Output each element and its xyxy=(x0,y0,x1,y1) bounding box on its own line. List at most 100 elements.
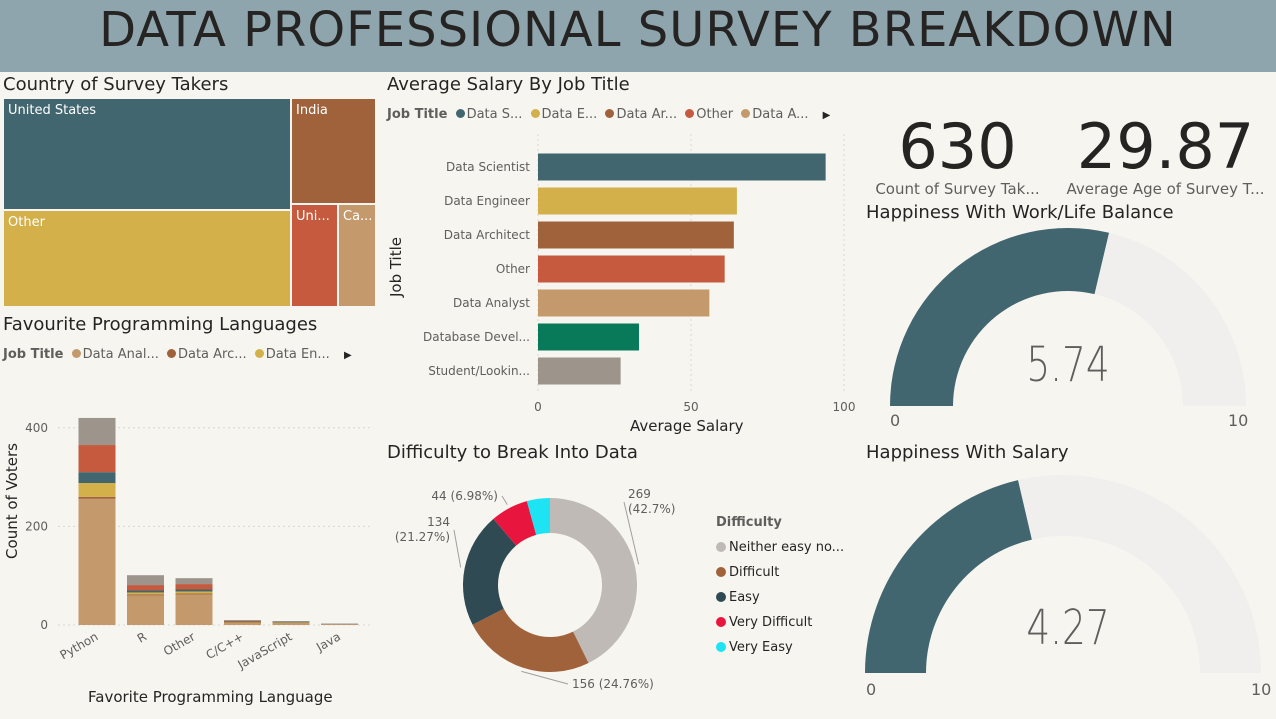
y-tick-label: 400 xyxy=(25,421,48,435)
bar-segment xyxy=(127,590,164,593)
y-tick-label: Student/Lookin... xyxy=(428,364,530,378)
salary-bar xyxy=(538,323,639,351)
legend-item[interactable]: Data Ar... xyxy=(616,107,678,122)
legend-item[interactable]: Data Anal... xyxy=(82,347,159,362)
legend-item[interactable]: Data A... xyxy=(752,107,809,122)
legend-dot xyxy=(530,109,540,118)
leader-line xyxy=(521,670,569,685)
x-tick-label: Java xyxy=(313,629,343,654)
bar-segment xyxy=(321,623,358,625)
legend-next-arrow-icon[interactable]: ▶ xyxy=(343,350,352,361)
x-tick-label: JavaScript xyxy=(235,629,295,672)
legend-item[interactable]: Easy xyxy=(716,590,844,615)
legend-item[interactable]: Neither easy no... xyxy=(716,540,844,565)
legend-dot xyxy=(166,349,176,358)
kpi-count-label: Count of Survey Tak... xyxy=(875,180,1040,198)
legend-label: Neither easy no... xyxy=(729,540,845,555)
y-tick-label: Other xyxy=(496,262,530,276)
bar-segment xyxy=(127,575,164,586)
treemap-cell-india[interactable]: India xyxy=(291,98,376,204)
legend-label: Difficult xyxy=(729,565,780,580)
kpi-age-value: 29.87 xyxy=(1076,110,1255,183)
bar-segment xyxy=(272,622,310,625)
treemap-label: Ca... xyxy=(343,209,373,224)
bar-segment xyxy=(175,578,213,585)
legend-dot xyxy=(254,349,264,358)
legend-label: Easy xyxy=(729,590,760,605)
legend-item[interactable]: Difficult xyxy=(716,565,844,590)
languages-xlabel: Favorite Programming Language xyxy=(88,688,333,706)
legend-dot xyxy=(716,641,726,652)
languages-ylabel-wrap: Count of Voters xyxy=(0,440,21,570)
salary-bar xyxy=(538,187,737,215)
y-tick-label: Data Architect xyxy=(444,228,531,242)
leader-line xyxy=(453,529,462,568)
bar-segment xyxy=(272,622,310,623)
leader-line xyxy=(623,501,640,565)
difficulty-legend: Difficulty Neither easy no... Difficult … xyxy=(716,515,844,665)
legend-next-arrow-icon[interactable]: ▶ xyxy=(822,110,831,121)
legend-label: Very Difficult xyxy=(729,615,813,630)
y-tick-label: Data Scientist xyxy=(446,160,530,174)
donut-data-label: 269 (42.7%) xyxy=(628,487,675,516)
treemap-label: Other xyxy=(8,215,45,230)
bar-segment xyxy=(224,621,261,623)
legend-item[interactable]: Other xyxy=(696,107,734,122)
dashboard-title: DATA PROFESSIONAL SURVEY BREAKDOWN xyxy=(99,2,1177,58)
salary-bar xyxy=(538,255,725,283)
bar-segment xyxy=(272,621,310,623)
gauge-worklife-title: Happiness With Work/Life Balance xyxy=(866,202,1174,223)
legend-title: Job Title xyxy=(3,347,64,362)
donut-data-label: 156 (24.76%) xyxy=(572,677,654,691)
salary-bar xyxy=(538,289,710,317)
leader-line xyxy=(501,495,508,505)
treemap-cell-uni[interactable]: Uni... xyxy=(291,204,338,307)
bar-segment xyxy=(175,593,213,595)
treemap-label: India xyxy=(296,103,328,118)
treemap-cell-ca[interactable]: Ca... xyxy=(338,204,376,307)
x-tick-label: 0 xyxy=(534,400,542,414)
bar-segment xyxy=(224,620,261,621)
legend-item[interactable]: Data En... xyxy=(265,347,330,362)
treemap-cell-united-states[interactable]: United States xyxy=(3,98,291,210)
salary-xlabel: Average Salary xyxy=(630,417,744,435)
treemap-cell-other[interactable]: Other xyxy=(3,210,291,307)
title-banner xyxy=(0,0,1276,72)
legend-dot xyxy=(605,109,615,118)
x-tick-label: Other xyxy=(161,629,198,658)
salary-chart: 0 50 100 Data Scientist Data Engineer Data Ar… xyxy=(423,134,855,414)
salary-bar xyxy=(538,153,826,181)
legend-label: Very Easy xyxy=(729,640,793,655)
x-tick-label: 50 xyxy=(683,400,698,414)
donut-slice xyxy=(463,518,517,625)
salary-title: Average Salary By Job Title xyxy=(387,74,630,95)
languages-ylabel: Count of Voters xyxy=(3,443,21,559)
legend-item[interactable]: Very Easy xyxy=(716,640,844,665)
gauge-worklife-value: 5.74 xyxy=(1026,337,1110,393)
gauge-worklife-min: 0 xyxy=(890,411,901,430)
legend-item[interactable]: Data E... xyxy=(541,107,598,122)
donut-data-label: 44 (6.98%) xyxy=(431,489,498,503)
salary-bar xyxy=(538,357,621,385)
languages-xlabel-wrap: Favorite Programming Language xyxy=(0,680,380,706)
bar-segment xyxy=(175,584,213,590)
y-tick-label: 200 xyxy=(25,519,48,533)
legend-dot xyxy=(716,616,726,627)
legend-dot xyxy=(71,349,81,358)
bar-segment xyxy=(78,483,116,497)
bar-segment xyxy=(175,589,213,592)
bar-segment xyxy=(127,585,164,591)
gauge-salary-value: 4.27 xyxy=(1026,600,1110,656)
legend-dot xyxy=(716,566,726,577)
legend-item[interactable]: Data S... xyxy=(466,107,523,122)
bar-segment xyxy=(175,591,213,594)
bar-segment xyxy=(78,498,116,625)
languages-legend: Job Title Data Anal... Data Arc... Data … xyxy=(3,347,352,362)
treemap-label: Uni... xyxy=(296,209,330,224)
gauge-salary-min: 0 xyxy=(866,680,877,699)
country-title: Country of Survey Takers xyxy=(3,74,229,95)
salary-bar xyxy=(538,221,734,249)
legend-item[interactable]: Very Difficult xyxy=(716,615,844,640)
legend-item[interactable]: Data Arc... xyxy=(177,347,247,362)
